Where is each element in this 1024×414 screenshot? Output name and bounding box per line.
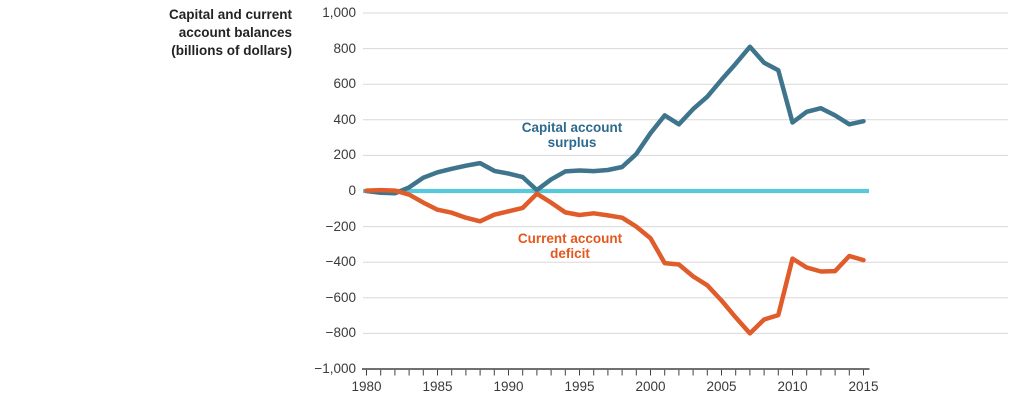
x-tick-label: 2000 — [635, 379, 666, 394]
y-tick-label: 600 — [333, 76, 356, 92]
chart-title: Capital and current account balances (bi… — [169, 6, 292, 60]
chart-title-line-3: (billions of dollars) — [171, 43, 292, 58]
current-account-deficit-line — [364, 187, 866, 336]
y-tick-label: 0 — [348, 183, 356, 198]
capital-account-surplus-line — [364, 44, 866, 196]
y-tick-label: −200 — [325, 218, 356, 234]
y-tick-label: −400 — [325, 254, 356, 270]
y-tick-label: 200 — [333, 147, 356, 163]
current-label-line-1: Current account — [517, 231, 623, 246]
x-tick-label: 1990 — [493, 379, 524, 394]
x-tick-label: 1980 — [351, 379, 382, 394]
current-account-deficit-label: Current account deficit — [518, 231, 622, 261]
chart-title-line-2: account balances — [178, 25, 292, 40]
capital-account-surplus-label: Capital account surplus — [522, 120, 623, 150]
y-tick-label: −800 — [325, 325, 356, 341]
y-tick-label: 400 — [333, 111, 356, 127]
x-tick-label: 2015 — [848, 379, 879, 394]
current-label-line-2: deficit — [550, 246, 590, 261]
capital-label-line-1: Capital account — [521, 120, 623, 135]
capital-label-line-2: surplus — [547, 135, 597, 150]
y-tick-label: 1,000 — [322, 5, 356, 20]
chart-title-line-1: Capital and current — [168, 7, 292, 22]
y-tick-label: −1,000 — [314, 361, 356, 376]
x-tick-label: 2005 — [706, 379, 737, 394]
x-tick-label: 1985 — [422, 379, 453, 394]
x-tick-label: 2010 — [777, 379, 808, 394]
x-tick-label: 1995 — [564, 379, 595, 394]
y-tick-label: −600 — [325, 289, 356, 305]
y-tick-label: 800 — [333, 40, 356, 56]
